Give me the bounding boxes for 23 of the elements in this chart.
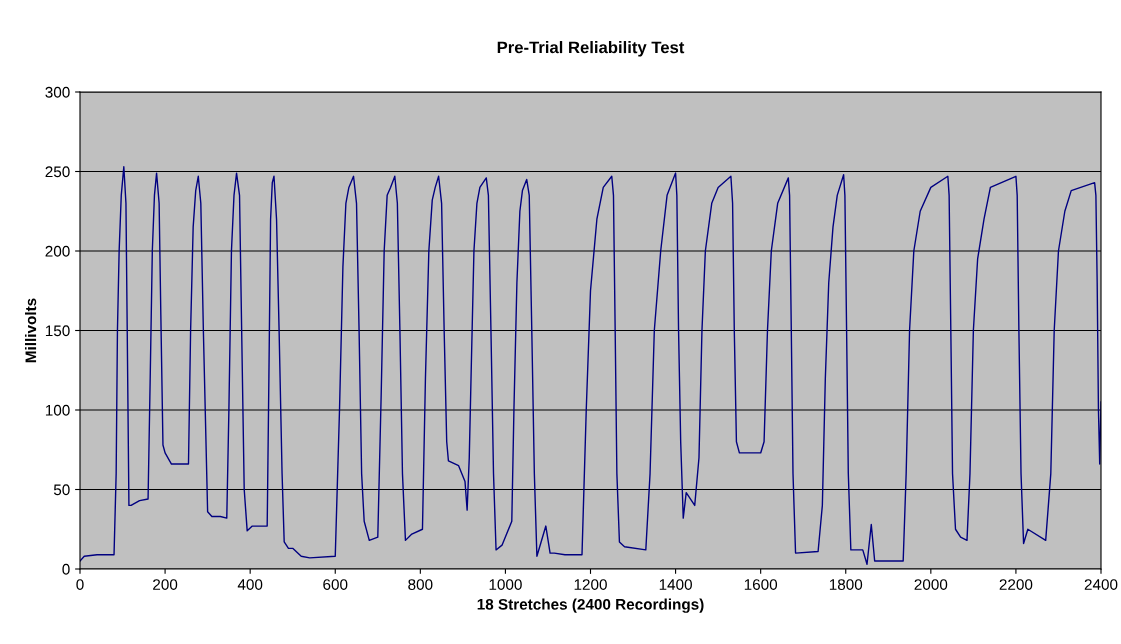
y-tick-label: 0 <box>62 563 70 575</box>
x-tick-label: 2000 <box>914 579 948 590</box>
x-tick-label: 1000 <box>489 579 522 590</box>
chart-title: Pre-Trial Reliability Test <box>497 41 685 57</box>
x-tick-label: 400 <box>237 579 263 590</box>
y-axis-title: Millivolts <box>24 298 37 363</box>
x-tick-label: 0 <box>76 579 84 590</box>
x-axis-title: 18 Stretches (2400 Recordings) <box>477 598 704 613</box>
y-tick-label: 150 <box>45 325 70 337</box>
y-tick-label: 200 <box>45 245 70 257</box>
x-tick-label: 1600 <box>744 579 778 590</box>
y-tick-label: 250 <box>45 166 70 178</box>
x-tick-label: 2200 <box>999 579 1033 590</box>
x-tick-label: 200 <box>153 579 178 590</box>
x-tick-label: 1800 <box>829 579 863 590</box>
x-tick-label: 1200 <box>574 579 607 590</box>
y-tick-label: 300 <box>45 86 70 98</box>
x-tick-label: 600 <box>323 579 348 590</box>
y-tick-label: 50 <box>53 484 70 496</box>
x-tick-label: 2400 <box>1084 579 1118 590</box>
y-tick-label: 100 <box>45 404 70 416</box>
x-tick-label: 1400 <box>659 579 692 590</box>
x-tick-label: 800 <box>408 579 433 590</box>
